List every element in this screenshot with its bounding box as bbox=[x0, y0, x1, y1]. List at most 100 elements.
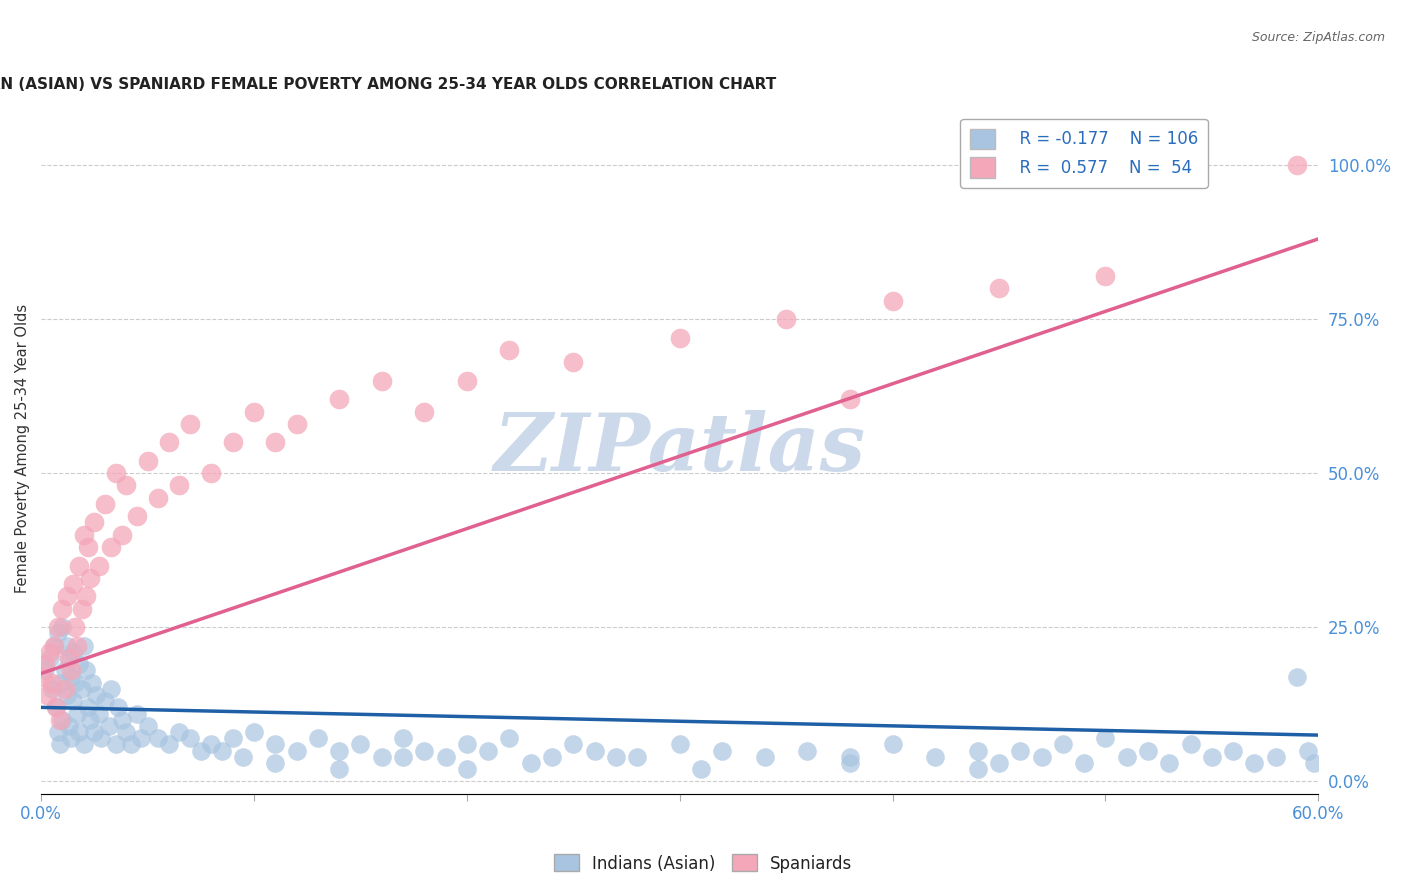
Point bbox=[45, 700, 67, 714]
Point bbox=[104, 737, 127, 751]
Point bbox=[1094, 731, 1116, 746]
Point bbox=[53, 681, 76, 696]
Point bbox=[882, 293, 904, 308]
Point bbox=[456, 737, 478, 751]
Point bbox=[200, 466, 222, 480]
Text: INDIAN (ASIAN) VS SPANIARD FEMALE POVERTY AMONG 25-34 YEAR OLDS CORRELATION CHAR: INDIAN (ASIAN) VS SPANIARD FEMALE POVERT… bbox=[0, 78, 776, 93]
Point bbox=[51, 713, 73, 727]
Point bbox=[562, 737, 585, 751]
Point bbox=[1243, 756, 1265, 770]
Point bbox=[211, 743, 233, 757]
Point bbox=[169, 478, 191, 492]
Point bbox=[434, 749, 457, 764]
Point bbox=[67, 558, 90, 573]
Point bbox=[541, 749, 564, 764]
Point bbox=[86, 688, 108, 702]
Point bbox=[34, 657, 56, 672]
Point bbox=[62, 577, 84, 591]
Point bbox=[115, 478, 138, 492]
Point bbox=[1031, 749, 1053, 764]
Point bbox=[42, 639, 65, 653]
Point bbox=[1073, 756, 1095, 770]
Y-axis label: Female Poverty Among 25-34 Year Olds: Female Poverty Among 25-34 Year Olds bbox=[15, 304, 30, 593]
Point bbox=[179, 731, 201, 746]
Point bbox=[62, 694, 84, 708]
Point bbox=[73, 528, 96, 542]
Point bbox=[498, 731, 520, 746]
Point bbox=[87, 558, 110, 573]
Point bbox=[285, 743, 308, 757]
Point bbox=[100, 540, 122, 554]
Point bbox=[58, 651, 80, 665]
Point bbox=[988, 756, 1011, 770]
Point bbox=[370, 374, 392, 388]
Point bbox=[77, 700, 100, 714]
Point bbox=[115, 725, 138, 739]
Point bbox=[839, 756, 862, 770]
Point bbox=[519, 756, 541, 770]
Point bbox=[53, 664, 76, 678]
Legend:   R = -0.177    N = 106,   R =  0.577    N =  54: R = -0.177 N = 106, R = 0.577 N = 54 bbox=[960, 119, 1208, 187]
Point bbox=[200, 737, 222, 751]
Point bbox=[477, 743, 499, 757]
Point bbox=[49, 675, 72, 690]
Point bbox=[94, 497, 117, 511]
Point bbox=[32, 669, 55, 683]
Point bbox=[370, 749, 392, 764]
Point bbox=[169, 725, 191, 739]
Point bbox=[46, 725, 69, 739]
Legend: Indians (Asian), Spaniards: Indians (Asian), Spaniards bbox=[547, 847, 859, 880]
Point bbox=[690, 762, 713, 776]
Point bbox=[264, 435, 287, 450]
Point bbox=[55, 688, 77, 702]
Point bbox=[59, 731, 82, 746]
Point bbox=[107, 700, 129, 714]
Point bbox=[1180, 737, 1202, 751]
Point bbox=[55, 639, 77, 653]
Point bbox=[775, 312, 797, 326]
Point bbox=[129, 731, 152, 746]
Point bbox=[38, 645, 60, 659]
Point bbox=[626, 749, 648, 764]
Point bbox=[1285, 669, 1308, 683]
Point bbox=[46, 626, 69, 640]
Point bbox=[221, 435, 243, 450]
Point bbox=[988, 281, 1011, 295]
Point bbox=[328, 762, 350, 776]
Point bbox=[67, 725, 90, 739]
Point bbox=[711, 743, 734, 757]
Point bbox=[136, 454, 159, 468]
Point bbox=[1201, 749, 1223, 764]
Point bbox=[111, 528, 134, 542]
Point bbox=[55, 590, 77, 604]
Point bbox=[221, 731, 243, 746]
Point bbox=[668, 330, 690, 344]
Point bbox=[46, 620, 69, 634]
Point bbox=[73, 737, 96, 751]
Point bbox=[49, 713, 72, 727]
Point bbox=[754, 749, 776, 764]
Point bbox=[45, 700, 67, 714]
Point bbox=[75, 664, 97, 678]
Point bbox=[1010, 743, 1032, 757]
Point bbox=[104, 466, 127, 480]
Point bbox=[63, 620, 86, 634]
Point bbox=[51, 620, 73, 634]
Point bbox=[63, 675, 86, 690]
Point bbox=[83, 725, 105, 739]
Point bbox=[605, 749, 627, 764]
Point bbox=[839, 392, 862, 407]
Point bbox=[1136, 743, 1159, 757]
Point bbox=[66, 639, 89, 653]
Point bbox=[243, 725, 266, 739]
Point bbox=[1052, 737, 1074, 751]
Point bbox=[49, 737, 72, 751]
Point bbox=[73, 639, 96, 653]
Text: Source: ZipAtlas.com: Source: ZipAtlas.com bbox=[1251, 31, 1385, 45]
Point bbox=[79, 713, 101, 727]
Point bbox=[583, 743, 606, 757]
Point bbox=[796, 743, 818, 757]
Point bbox=[456, 762, 478, 776]
Point bbox=[328, 743, 350, 757]
Point bbox=[51, 601, 73, 615]
